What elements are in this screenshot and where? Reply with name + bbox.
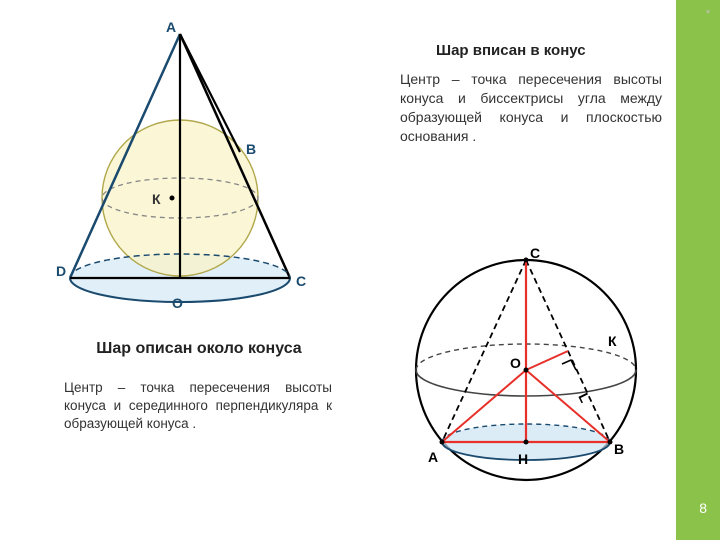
label-A: А — [166, 20, 176, 35]
sidebar-accent — [676, 0, 720, 540]
label2-A: А — [428, 449, 438, 465]
label-C: С — [296, 273, 306, 289]
diagram-inscribed: А В С D К О — [50, 20, 320, 320]
title-inscribed: Шар вписан в конус — [436, 42, 586, 59]
asterisk-mark: * — [706, 8, 710, 20]
label-B: В — [246, 141, 256, 157]
desc-inscribed: Центр – точка пересечения высоты конуса … — [400, 70, 662, 146]
label2-K: К — [608, 333, 617, 349]
label-D: D — [56, 263, 66, 279]
label2-H: Н — [518, 451, 528, 467]
label2-O: О — [510, 355, 521, 371]
desc-circumscribed: Центр – точка пересечения высоты конуса … — [64, 379, 332, 434]
label-O: О — [172, 295, 183, 311]
label-K: К — [152, 191, 161, 207]
page-number: 8 — [699, 500, 707, 516]
label2-C: С — [530, 245, 540, 261]
label2-B: В — [614, 441, 624, 457]
title-circumscribed: Шар описан около конуса — [84, 340, 314, 358]
diagram-circumscribed: С О А В Н К L — [396, 230, 656, 510]
